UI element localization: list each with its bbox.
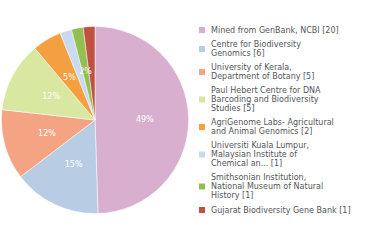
svg-text:AgriGenome Labs- Agricultural: AgriGenome Labs- Agricultural: [211, 118, 334, 127]
svg-text:Smithsonian Institution,: Smithsonian Institution,: [211, 173, 306, 182]
svg-text:Paul Hebert Centre for DNA: Paul Hebert Centre for DNA: [211, 86, 321, 95]
svg-text:National Museum of Natural: National Museum of Natural: [211, 182, 323, 191]
svg-text:12%: 12%: [42, 92, 60, 101]
svg-text:Malaysian Institute of: Malaysian Institute of: [211, 150, 297, 159]
svg-text:Department of Botany [5]: Department of Botany [5]: [211, 72, 314, 81]
svg-text:Universiti Kuala Lumpur,: Universiti Kuala Lumpur,: [211, 141, 309, 150]
svg-text:Centre for Biodiversity: Centre for Biodiversity: [211, 40, 301, 49]
svg-text:49%: 49%: [136, 115, 154, 124]
svg-text:Genomics [6]: Genomics [6]: [211, 49, 265, 58]
svg-text:and Animal Genomics [2]: and Animal Genomics [2]: [211, 127, 312, 136]
svg-text:2%: 2%: [79, 67, 92, 76]
svg-text:Gujarat Biodiversity Gene Bank: Gujarat Biodiversity Gene Bank [1]: [211, 206, 351, 215]
svg-text:History [1]: History [1]: [211, 191, 253, 200]
svg-text:University of Kerala,: University of Kerala,: [211, 63, 292, 72]
svg-text:12%: 12%: [38, 129, 56, 138]
svg-text:Studies [5]: Studies [5]: [211, 104, 255, 113]
svg-text:15%: 15%: [65, 160, 83, 169]
svg-text:Barcoding and Biodiversity: Barcoding and Biodiversity: [211, 95, 319, 104]
svg-text:5%: 5%: [63, 73, 76, 82]
svg-text:Mined from GenBank, NCBI [20]: Mined from GenBank, NCBI [20]: [211, 26, 339, 35]
svg-text:Chemical an... [1]: Chemical an... [1]: [211, 159, 282, 168]
